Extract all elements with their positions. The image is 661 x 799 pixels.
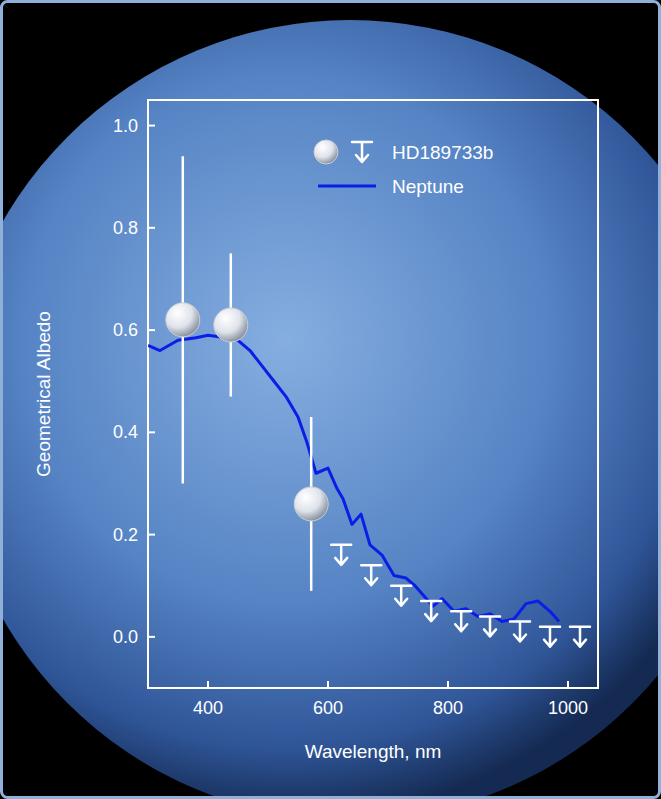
x-tick-label: 400 — [193, 698, 223, 718]
upper-limit — [361, 565, 381, 585]
outer-border — [2, 2, 660, 798]
y-tick-label: 0.0 — [113, 627, 138, 647]
legend-label: Neptune — [392, 176, 464, 197]
upper-limit — [451, 611, 471, 631]
y-tick — [148, 125, 155, 127]
y-tick-label: 0.6 — [113, 320, 138, 340]
x-tick-label: 1000 — [548, 698, 588, 718]
legend-label: HD189733b — [392, 142, 493, 163]
y-tick-label: 0.8 — [113, 218, 138, 238]
upper-limit — [480, 616, 500, 636]
neptune-backdrop — [0, 20, 661, 799]
y-tick — [148, 636, 155, 638]
y-tick — [148, 534, 155, 536]
upper-limit — [570, 627, 590, 647]
legend: HD189733b Neptune — [314, 140, 493, 197]
y-tick-label: 1.0 — [113, 116, 138, 136]
x-axis-title: Wavelength, nm — [305, 741, 442, 762]
neptune-line — [148, 335, 559, 621]
y-tick-label: 0.4 — [113, 422, 138, 442]
x-tick-label: 800 — [433, 698, 463, 718]
x-tick — [327, 681, 329, 688]
upper-limit — [510, 622, 530, 642]
y-tick-label: 0.2 — [113, 525, 138, 545]
data-point — [166, 303, 200, 337]
y-tick — [148, 329, 155, 331]
y-tick — [148, 227, 155, 229]
chart: 0.0 0.2 0.4 0.6 0.8 1.0 400 600 800 1000 Wavelengt… — [0, 0, 661, 799]
data-point — [214, 308, 248, 342]
x-tick — [207, 681, 209, 688]
y-tick — [148, 431, 155, 433]
legend-arrow — [352, 142, 372, 162]
y-axis-title: Geometrical Albedo — [33, 311, 54, 477]
x-tick — [567, 681, 569, 688]
upper-limit — [391, 586, 411, 606]
upper-limit — [540, 627, 560, 647]
plot-area — [148, 156, 590, 646]
data-point — [294, 487, 328, 521]
upper-limit — [421, 601, 441, 621]
upper-limit — [331, 545, 351, 565]
legend-marker — [314, 140, 338, 164]
x-tick-label: 600 — [313, 698, 343, 718]
legend-line — [318, 185, 376, 188]
plot-frame — [148, 100, 598, 688]
x-tick — [447, 681, 449, 688]
